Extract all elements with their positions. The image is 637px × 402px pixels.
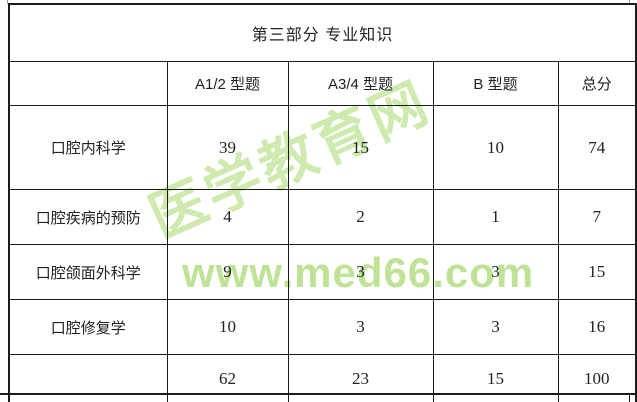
cell-value: 7 (557, 189, 637, 245)
header-cell-a34: A3/4 型题 (287, 61, 434, 106)
row-label: 口腔内科学 (8, 105, 168, 190)
cell-value: 2 (287, 189, 434, 245)
top-right-border-remnant (629, 0, 630, 4)
cell-value: 10 (432, 105, 559, 190)
header-cell-a12: A1/2 型题 (166, 61, 289, 106)
table-row: 口腔疾病的预防 4 2 1 7 (8, 189, 637, 245)
table-row: 口腔内科学 39 15 10 74 (8, 105, 637, 190)
cell-value: 3 (432, 244, 559, 300)
table-row: 口腔修复学 10 3 3 16 (8, 299, 637, 355)
table-title-row: 第三部分 专业知识 (7, 3, 637, 62)
row-label: 口腔修复学 (8, 299, 168, 355)
cell-value: 15 (287, 105, 434, 190)
cell-value: 15 (557, 244, 637, 300)
row-label: 口腔颌面外科学 (8, 244, 168, 300)
next-section-top-border (0, 393, 637, 395)
table-header-row: A1/2 型题 A3/4 型题 B 型题 总分 (8, 61, 637, 106)
header-cell-blank (8, 61, 168, 106)
left-border-stub (8, 394, 9, 399)
top-left-border-remnant (7, 0, 8, 4)
right-border-stub (629, 394, 630, 402)
cell-value: 39 (166, 105, 289, 190)
cell-value: 3 (287, 244, 434, 300)
table-title: 第三部分 专业知识 (7, 3, 637, 62)
cell-value: 3 (432, 299, 559, 355)
header-cell-b: B 型题 (432, 61, 559, 106)
table-row: 口腔颌面外科学 9 3 3 15 (8, 244, 637, 300)
exam-score-table: 第三部分 专业知识 A1/2 型题 A3/4 型题 B 型题 总分 口腔内科学 … (7, 3, 637, 402)
header-cell-total: 总分 (557, 61, 637, 106)
cell-value: 4 (166, 189, 289, 245)
cell-value: 3 (287, 299, 434, 355)
cell-value: 74 (557, 105, 637, 190)
cell-value: 16 (557, 299, 637, 355)
row-label: 口腔疾病的预防 (8, 189, 168, 245)
cell-value: 10 (166, 299, 289, 355)
cell-value: 9 (166, 244, 289, 300)
cell-value: 1 (432, 189, 559, 245)
